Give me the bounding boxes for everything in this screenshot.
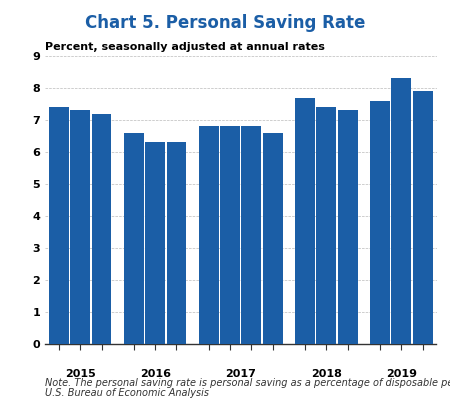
Bar [70, 110, 90, 344]
Bar [91, 114, 112, 344]
Bar [49, 107, 69, 344]
Bar [263, 133, 283, 344]
Bar [295, 98, 315, 344]
Text: 2019: 2019 [386, 369, 417, 379]
Text: 2017: 2017 [225, 369, 256, 379]
Text: 2018: 2018 [311, 369, 342, 379]
Bar [220, 126, 240, 344]
Bar [338, 110, 358, 344]
Text: 2016: 2016 [140, 369, 171, 379]
Bar [124, 133, 144, 344]
Bar [370, 101, 390, 344]
Bar [242, 126, 261, 344]
Text: Chart 5. Personal Saving Rate: Chart 5. Personal Saving Rate [85, 14, 365, 32]
Bar [316, 107, 336, 344]
Bar [145, 142, 165, 344]
Text: Percent, seasonally adjusted at annual rates: Percent, seasonally adjusted at annual r… [45, 42, 325, 52]
Text: 2015: 2015 [65, 369, 95, 379]
Bar [166, 142, 186, 344]
Bar [199, 126, 219, 344]
Bar [413, 91, 432, 344]
Text: Note. The personal saving rate is personal saving as a percentage of disposable : Note. The personal saving rate is person… [45, 378, 450, 388]
Bar [392, 78, 411, 344]
Text: U.S. Bureau of Economic Analysis: U.S. Bureau of Economic Analysis [45, 388, 209, 398]
